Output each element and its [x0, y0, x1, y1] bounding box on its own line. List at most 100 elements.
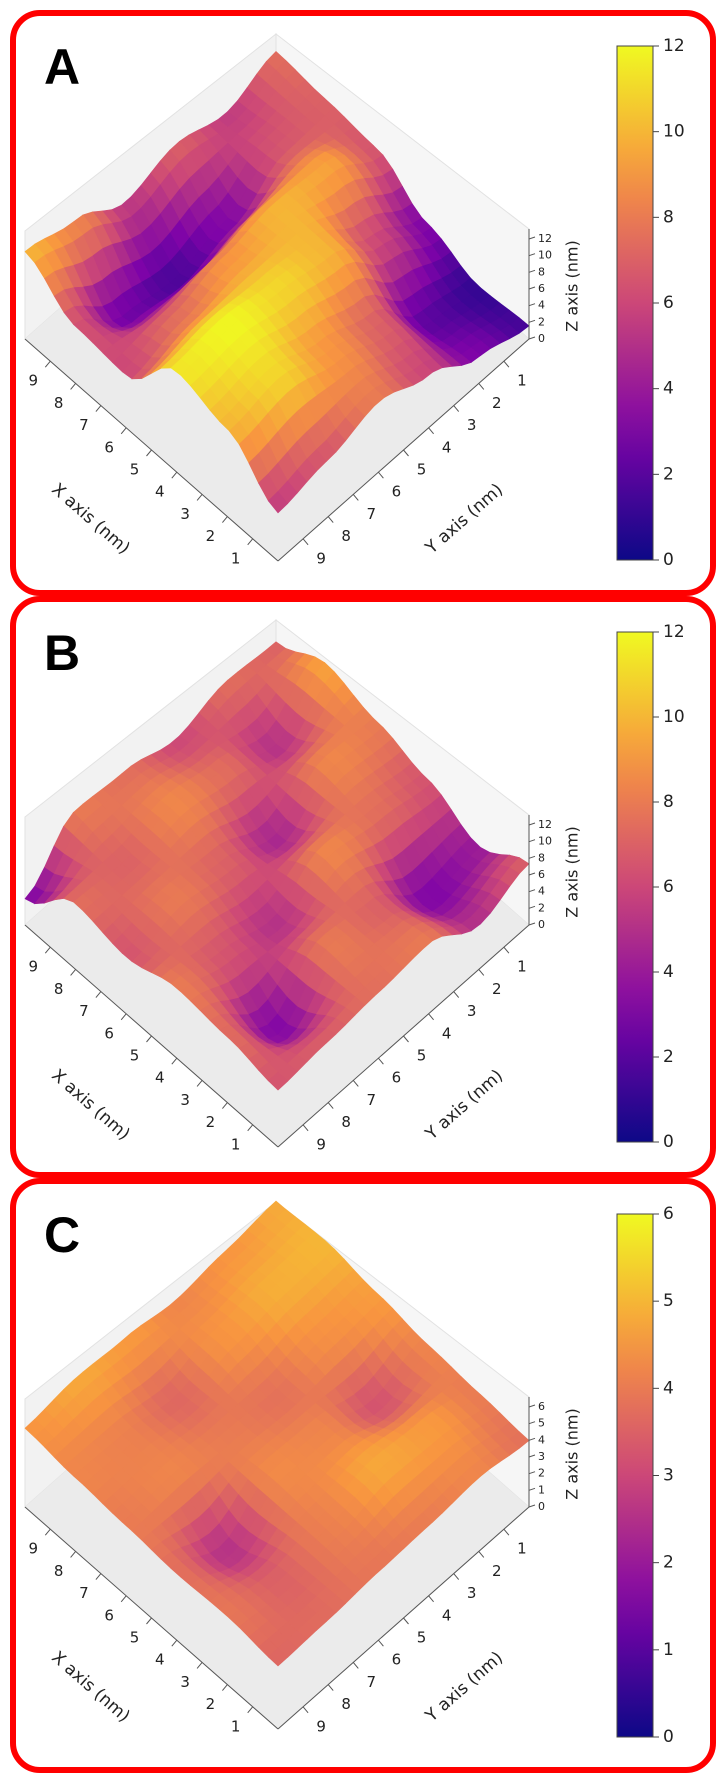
colorbar-tick-label: 0: [663, 550, 674, 570]
y-tick-label: 5: [417, 1629, 427, 1647]
z-tick: [528, 236, 536, 240]
surface: [24, 641, 530, 1091]
x-tick: [44, 1528, 51, 1536]
colorbar: [616, 1213, 654, 1738]
x-tick: [44, 360, 51, 368]
x-tick-label: 3: [180, 505, 190, 523]
x-tick: [95, 991, 102, 998]
x-tick: [44, 946, 51, 954]
y-tick: [478, 969, 485, 976]
z-tick-label: 0: [538, 1500, 545, 1513]
surface-facet: [267, 1071, 289, 1091]
z-tick-label: 6: [538, 1400, 545, 1413]
x-tick: [171, 1639, 178, 1647]
z-tick: [528, 319, 536, 323]
x-tick-label: 1: [231, 549, 241, 567]
x-tick-label: 3: [180, 1673, 190, 1691]
x-tick: [247, 538, 254, 546]
z-tick: [528, 336, 536, 340]
y-tick-label: 8: [341, 1695, 351, 1713]
panel-label: C: [44, 1207, 81, 1263]
y-tick-label: 8: [341, 527, 351, 545]
x-tick: [196, 1662, 203, 1669]
colorbar-tick-label: 2: [663, 1047, 674, 1067]
x-tick: [222, 1102, 228, 1109]
colorbar-tick-label: 6: [663, 293, 674, 313]
z-tick-label: 0: [538, 918, 545, 931]
y-tick: [378, 1639, 384, 1647]
z-tick: [528, 872, 536, 876]
x-tick: [196, 494, 203, 501]
x-tick: [120, 1013, 127, 1021]
panel-label: A: [44, 39, 81, 95]
x-tick-label: 7: [79, 1002, 89, 1020]
y-tick: [428, 1013, 434, 1021]
x-axis-label: X axis (nm): [47, 1647, 133, 1726]
x-tick-label: 2: [206, 1113, 216, 1131]
y-tick-label: 6: [392, 1069, 402, 1087]
colorbar-tick-label: 8: [663, 207, 674, 227]
colorbar-tick-label: 8: [663, 792, 674, 812]
x-tick-label: 7: [79, 1584, 89, 1602]
colorbar-tick-label: 4: [663, 962, 674, 982]
y-tick: [352, 1662, 359, 1669]
y-tick-label: 4: [442, 1024, 452, 1042]
colorbar-tick-label: 2: [663, 464, 674, 484]
colorbar-tick-label: 12: [663, 622, 685, 642]
y-tick-label: 1: [517, 958, 527, 976]
surface: [24, 1200, 530, 1667]
z-tick-label: 10: [538, 835, 552, 848]
surface-facet: [267, 491, 289, 514]
y-tick: [378, 471, 384, 479]
x-tick: [70, 383, 76, 390]
z-tick-label: 3: [538, 1450, 545, 1463]
x-tick-label: 3: [180, 1091, 190, 1109]
x-tick-label: 6: [104, 438, 114, 456]
x-tick-label: 6: [104, 1024, 114, 1042]
z-tick-label: 0: [538, 332, 545, 345]
x-tick-label: 1: [231, 1135, 241, 1153]
y-tick: [453, 1573, 460, 1580]
x-tick: [146, 449, 152, 457]
x-tick: [95, 405, 102, 412]
x-tick: [171, 471, 178, 479]
x-axis-label: X axis (nm): [47, 1065, 133, 1144]
y-tick: [403, 1617, 409, 1625]
z-axis-label: Z axis (nm): [563, 240, 582, 331]
x-tick-label: 4: [155, 1651, 165, 1669]
y-tick-label: 2: [492, 980, 502, 998]
x-tick: [196, 1080, 203, 1087]
colorbar: [616, 45, 654, 561]
x-tick: [146, 1035, 152, 1043]
x-tick-label: 4: [155, 1069, 165, 1087]
colorbar: [616, 631, 654, 1143]
y-tick-label: 9: [316, 1717, 326, 1735]
z-tick-label: 2: [538, 1467, 545, 1480]
x-tick: [70, 969, 76, 976]
x-tick-label: 5: [130, 1629, 140, 1647]
colorbar-tick-label: 10: [663, 707, 685, 727]
z-tick: [528, 303, 536, 307]
y-tick: [403, 449, 409, 457]
z-tick-label: 10: [538, 249, 552, 262]
z-tick: [528, 1471, 536, 1475]
colorbar-tick-label: 3: [663, 1466, 674, 1486]
x-tick-label: 9: [29, 1540, 39, 1558]
y-tick-label: 9: [316, 549, 326, 567]
x-tick: [95, 1573, 102, 1580]
x-tick: [222, 1684, 228, 1691]
colorbar-tick-label: 6: [663, 1204, 674, 1224]
z-tick-label: 2: [538, 901, 545, 914]
colorbar-tick-label: 0: [663, 1132, 674, 1152]
z-tick: [528, 1421, 536, 1425]
y-tick-label: 3: [467, 1584, 477, 1602]
x-tick: [120, 427, 127, 435]
z-tick: [528, 889, 536, 893]
y-tick: [352, 1080, 359, 1087]
x-tick-label: 8: [54, 394, 64, 412]
